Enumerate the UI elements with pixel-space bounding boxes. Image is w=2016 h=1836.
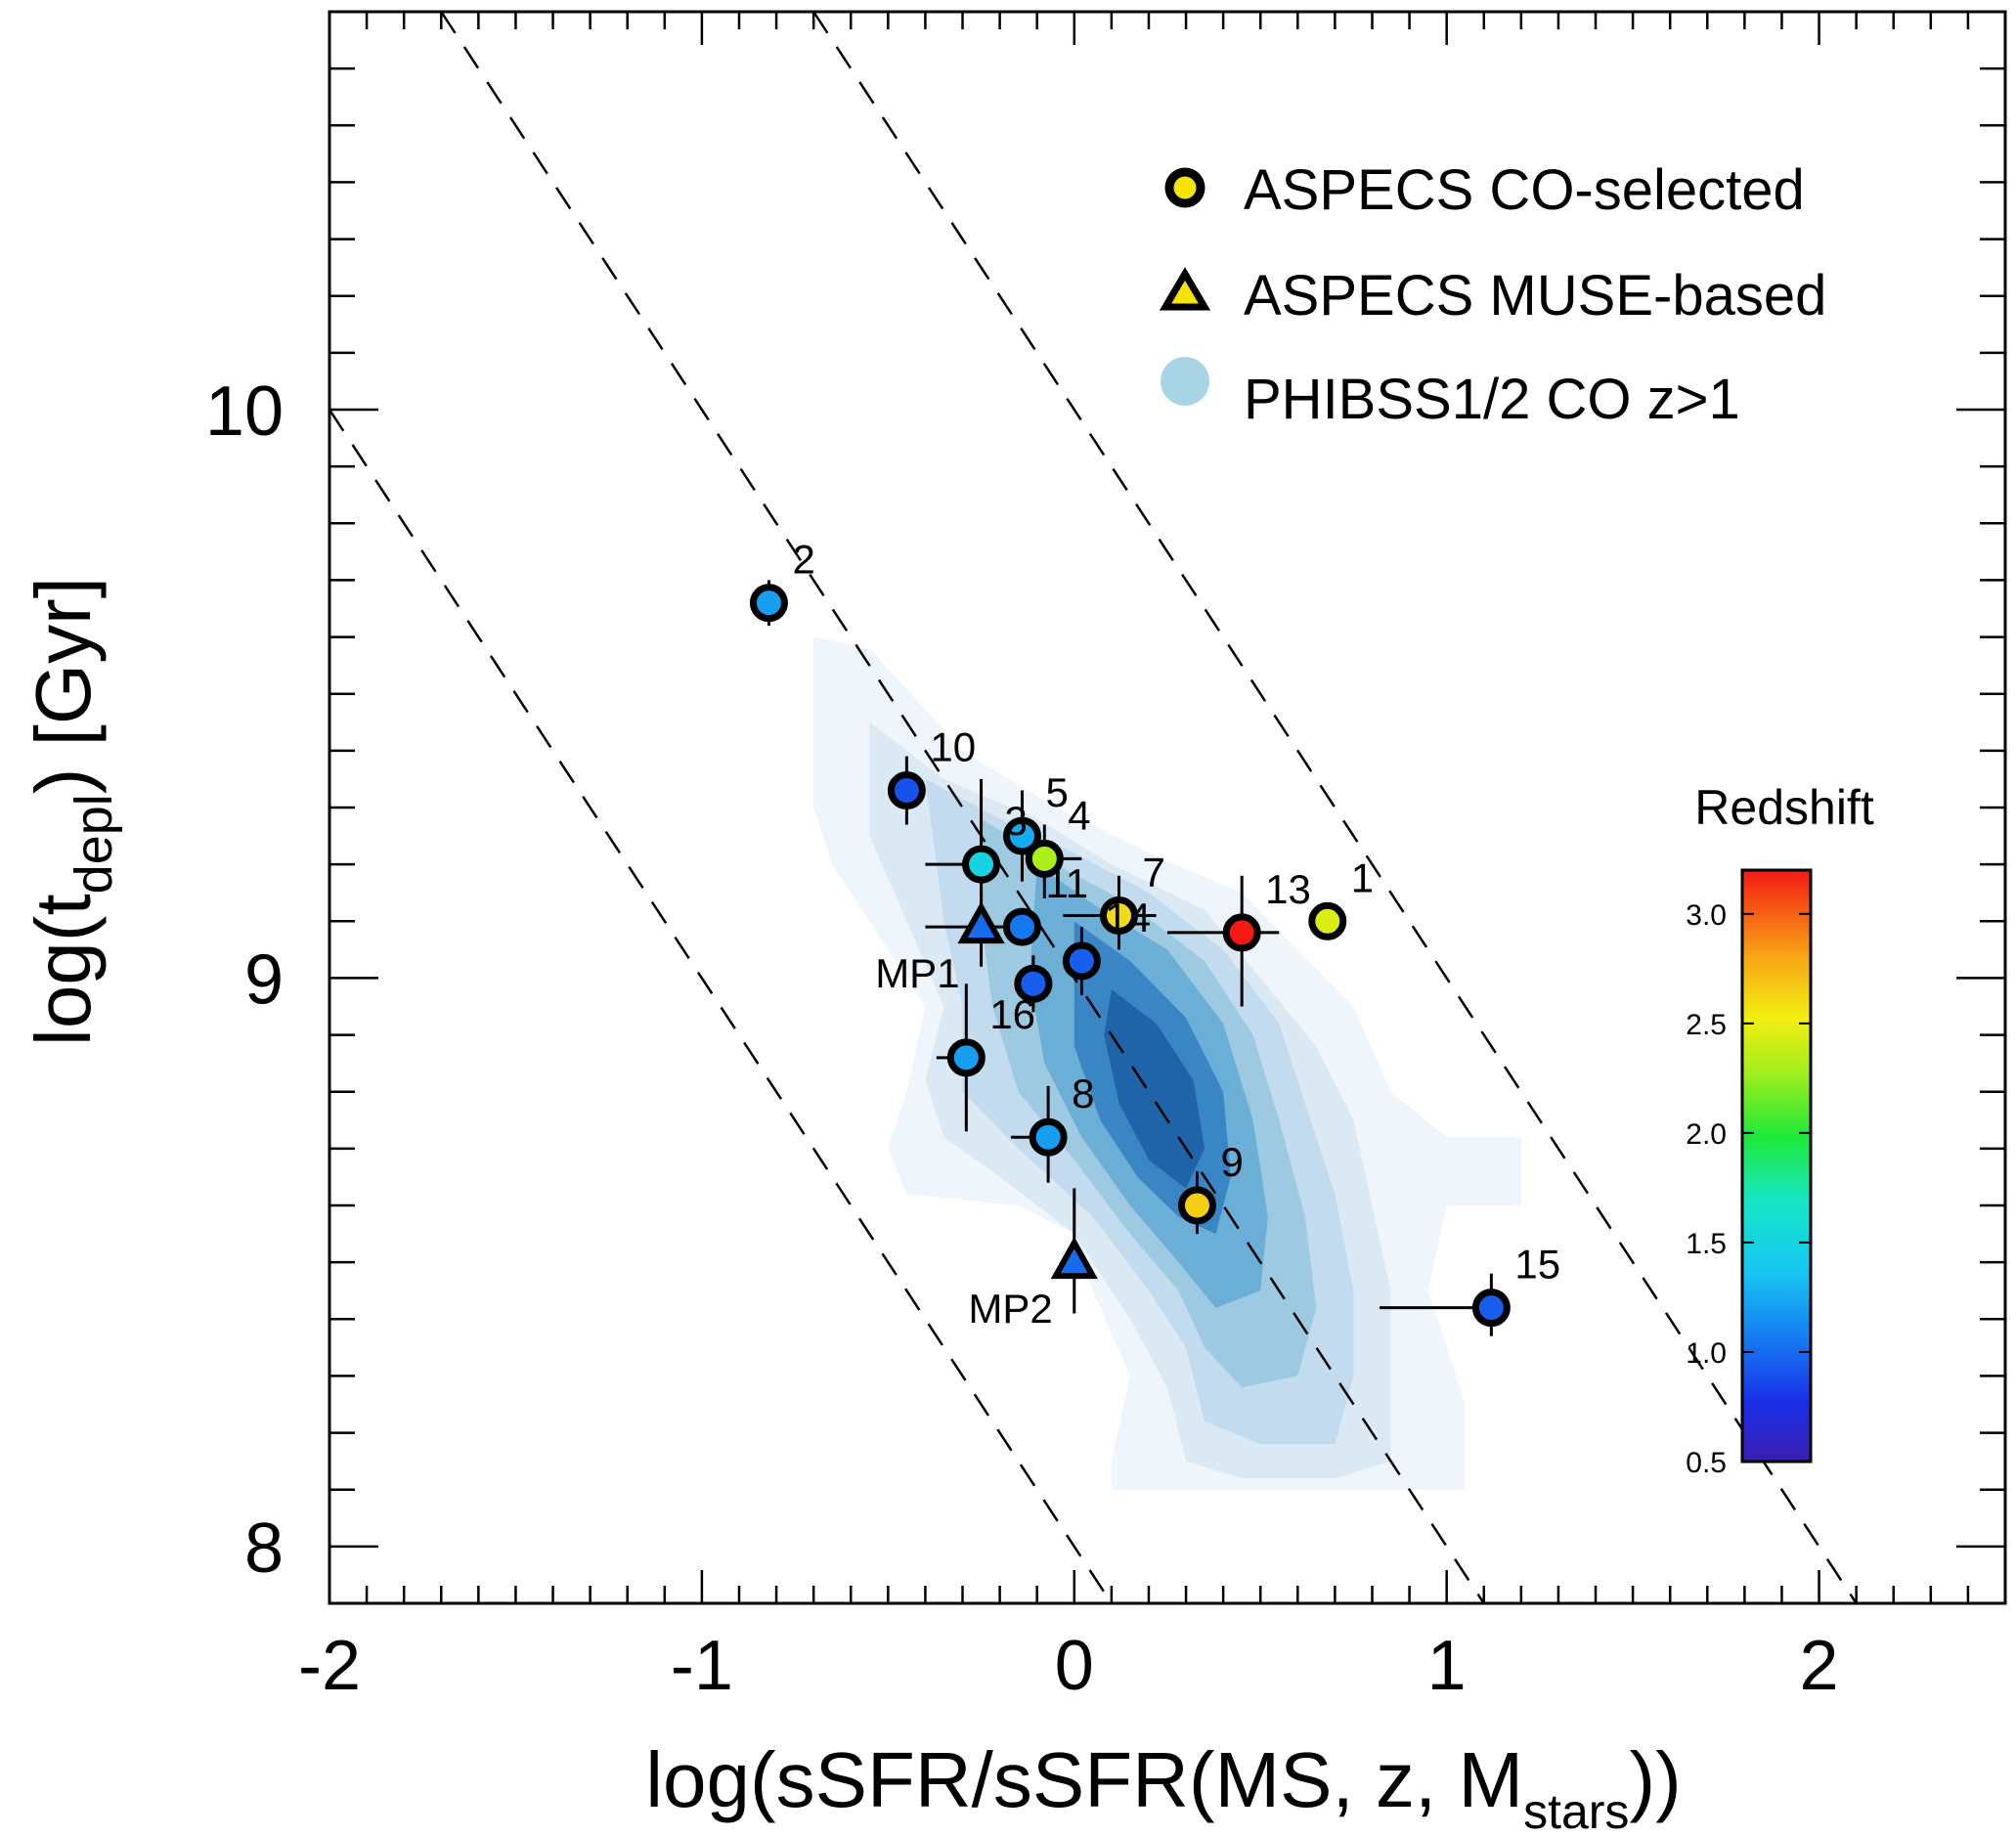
dashed-line-3 <box>812 11 1858 1604</box>
x-tick-label: 2 <box>1800 1627 1839 1705</box>
marker-9 <box>1177 1186 1216 1225</box>
legend-label-phibss: PHIBSS1/2 CO z>1 <box>1244 368 1740 431</box>
label-11: 11 <box>1045 860 1088 906</box>
label-1: 1 <box>1351 854 1374 900</box>
marker-16 <box>946 1038 986 1077</box>
label-13: 13 <box>1265 866 1311 912</box>
y-axis-title-end: ) [Gyr] <box>20 577 107 794</box>
x-tick-label: -1 <box>671 1627 733 1705</box>
label-10: 10 <box>930 724 976 770</box>
colorbar-tick-label: 1.0 <box>1686 1337 1727 1370</box>
y-axis-title: log(tdepl) [Gyr] <box>20 577 123 1046</box>
marker-13 <box>1222 913 1261 952</box>
y-tick-label: 8 <box>244 1509 284 1588</box>
x-tick-label: -2 <box>298 1627 361 1705</box>
y-axis-title-sub: depl <box>65 794 123 894</box>
marker-MP2 <box>1050 1236 1098 1280</box>
svg-text:log(tdepl) [Gyr]: log(tdepl) [Gyr] <box>20 577 123 1046</box>
dashed-line-1 <box>328 409 1113 1604</box>
label-15: 15 <box>1514 1242 1560 1288</box>
axis-ticks <box>328 10 2007 1605</box>
label-MP2: MP2 <box>968 1286 1052 1332</box>
x-axis-title-sub: stars <box>1523 1784 1629 1836</box>
marker-15 <box>1471 1289 1511 1328</box>
label-9: 9 <box>1220 1139 1243 1185</box>
marker-1 <box>1308 901 1347 940</box>
y-tick-label: 10 <box>205 372 284 451</box>
label-4: 4 <box>1068 792 1090 838</box>
legend-marker-phibss <box>1161 357 1209 406</box>
marker-MP1 <box>957 900 1005 944</box>
marker-10 <box>887 771 926 810</box>
x-axis-title-end: )) <box>1629 1736 1681 1823</box>
colorbar-tick-label: 1.5 <box>1686 1228 1727 1260</box>
x-axis-title-main: log(sSFR/sSFR(MS, z, M <box>645 1736 1523 1823</box>
marker-4 <box>1025 839 1064 878</box>
x-tick-label: 1 <box>1427 1627 1467 1705</box>
legend-marker-aspecs-muse <box>1159 267 1211 311</box>
dashed-line-2 <box>440 11 1485 1604</box>
axis-tick-labels: -2 -1 0 1 2 8 9 10 <box>205 372 1839 1705</box>
colorbar-ticks: 0.5 1.0 1.5 2.0 2.5 3.0 <box>1686 899 1811 1479</box>
marker-11 <box>1002 907 1041 946</box>
colorbar-title: Redshift <box>1694 780 1874 835</box>
data-markers <box>749 584 1511 1328</box>
colorbar-tick-label: 3.0 <box>1686 899 1727 932</box>
colorbar-tick-label: 0.5 <box>1686 1447 1727 1479</box>
x-axis-title: log(sSFR/sSFR(MS, z, Mstars)) <box>645 1736 1681 1836</box>
legend-label-aspecs-muse: ASPECS MUSE-based <box>1244 264 1826 328</box>
label-14: 14 <box>1105 895 1151 940</box>
colorbar: Redshift 0.5 1.0 1.5 2.0 2.5 3.0 <box>1686 780 1874 1479</box>
point-labels: 2 10 5 43 11 7 13 1 14 16 8 9 15 MP1 MP2 <box>792 537 1560 1332</box>
colorbar-gradient <box>1740 868 1813 1464</box>
marker-7 <box>1099 896 1138 935</box>
label-5: 5 <box>1045 769 1068 815</box>
colorbar-tick-label: 2.5 <box>1686 1009 1727 1041</box>
marker-8 <box>1029 1117 1068 1157</box>
marker-5 <box>1002 816 1041 855</box>
phibss-density-contours <box>813 636 1521 1490</box>
marker-3 <box>962 845 1001 884</box>
marker-12 <box>1014 964 1053 1003</box>
label-16: 16 <box>989 991 1035 1037</box>
marker-2 <box>749 584 788 623</box>
svg-text:log(sSFR/sSFR(MS, z, Mstars)): log(sSFR/sSFR(MS, z, Mstars)) <box>645 1736 1681 1836</box>
constant-sfe-lines <box>328 11 1858 1604</box>
label-MP1: MP1 <box>875 950 959 996</box>
label-3: 3 <box>1005 798 1028 844</box>
legend-label-aspecs-co: ASPECS CO-selected <box>1244 158 1805 222</box>
label-2: 2 <box>792 537 814 583</box>
marker-14 <box>1062 941 1101 981</box>
legend: ASPECS CO-selected ASPECS MUSE-based PHI… <box>1159 158 1826 431</box>
label-7: 7 <box>1142 849 1164 895</box>
label-8: 8 <box>1072 1071 1094 1116</box>
colorbar-tick-label: 2.0 <box>1686 1118 1727 1151</box>
y-tick-label: 9 <box>244 940 284 1019</box>
x-tick-label: 0 <box>1055 1627 1094 1705</box>
legend-marker-aspecs-co <box>1164 167 1205 208</box>
y-axis-title-main: log(t <box>20 894 107 1046</box>
